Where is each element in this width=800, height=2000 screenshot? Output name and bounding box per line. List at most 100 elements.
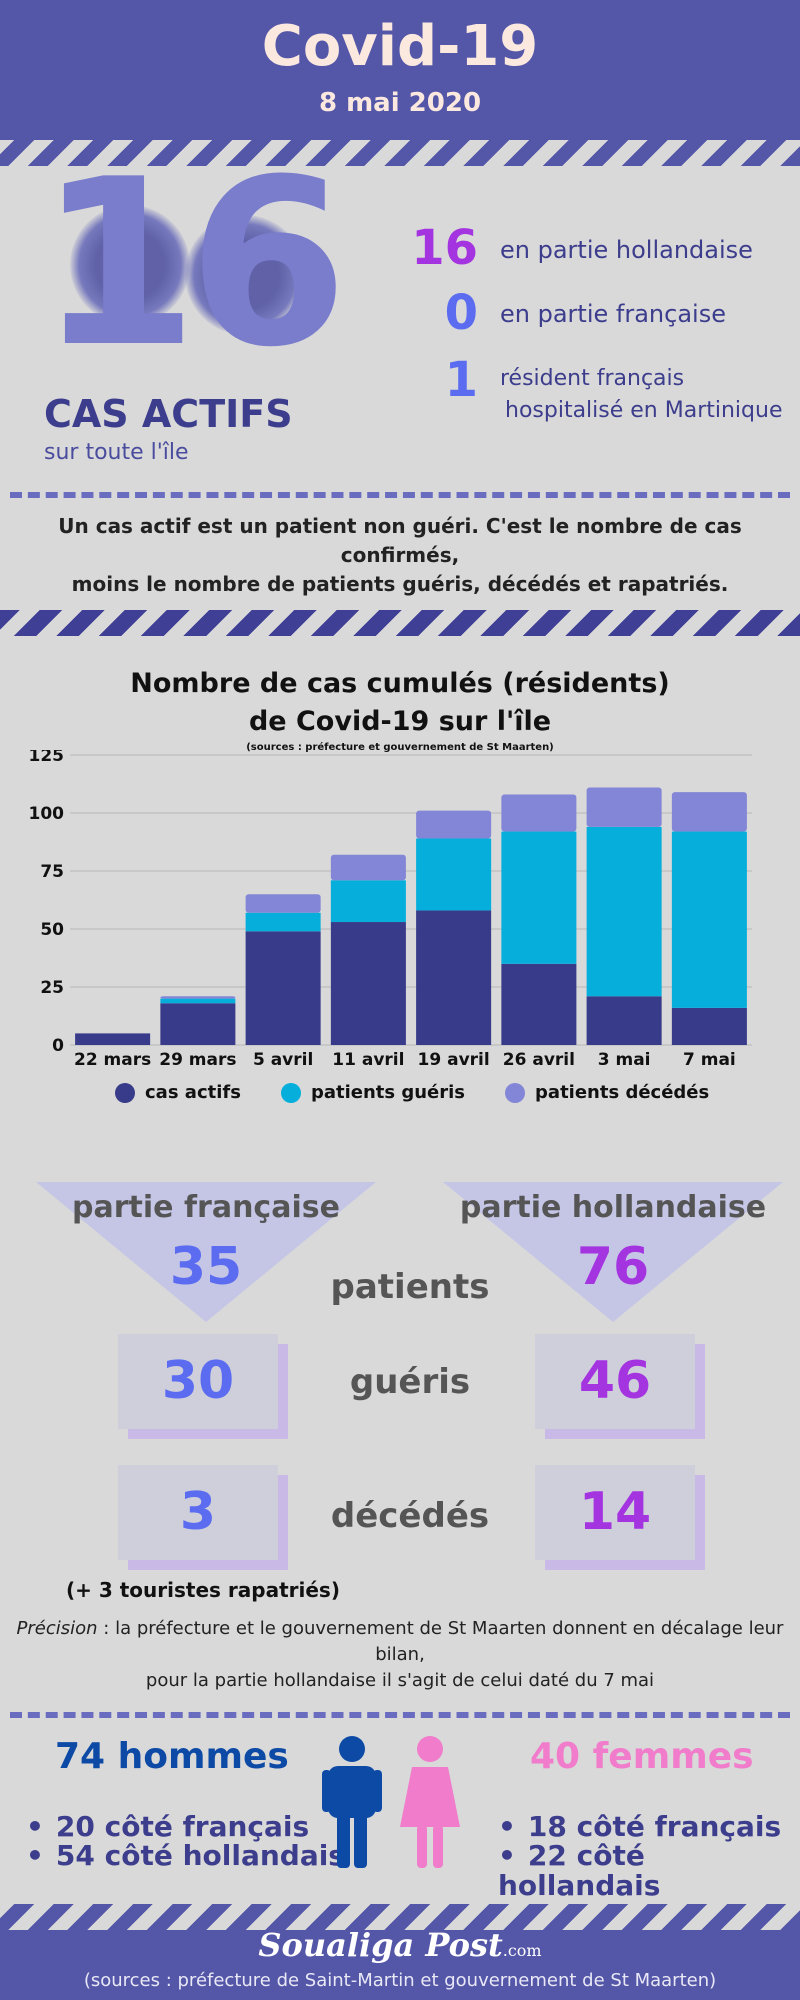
logo-suffix: .com	[502, 1941, 542, 1960]
woman-icon	[400, 1736, 460, 1868]
bar-segment	[330, 880, 406, 923]
precision-label: Précision	[16, 1618, 98, 1639]
bar-segment	[330, 922, 406, 1045]
bar-segment	[245, 912, 321, 932]
bar-segment	[416, 910, 492, 1045]
women-dutch-side: 22 côté hollandais	[498, 1841, 800, 1900]
legend-label: patients guéris	[310, 1082, 466, 1103]
stat-text-martinique-2: hospitalisé en Martinique	[505, 398, 783, 423]
legend-label: cas actifs	[145, 1082, 241, 1103]
triangle-shape	[443, 1182, 783, 1322]
dutch-patients-value: 76	[576, 1237, 650, 1297]
patients-label: patients	[330, 1267, 490, 1307]
dutch-recovered-value: 46	[535, 1334, 695, 1429]
men-breakdown: 20 côté français 54 côté hollandais	[26, 1812, 345, 1871]
stat-value-dutch: 16	[411, 220, 478, 276]
legend-item-active: cas actifs	[115, 1082, 241, 1103]
french-deceased-value: 3	[118, 1465, 278, 1560]
y-tick-label: 100	[29, 804, 65, 824]
legend-label: patients décédés	[535, 1082, 710, 1103]
deceased-label: décédés	[330, 1496, 490, 1536]
footer-banner	[0, 1930, 800, 2000]
x-tick-label: 26 avril	[503, 1050, 575, 1070]
logo-text: Soualiga Post	[258, 1926, 503, 1964]
legend-swatch	[115, 1082, 135, 1103]
women-breakdown: 18 côté français 22 côté hollandais	[498, 1812, 800, 1900]
stat-text-dutch: en partie hollandaise	[500, 236, 753, 264]
bar-segment	[75, 1033, 151, 1045]
x-tick-label: 22 mars	[74, 1050, 151, 1070]
men-total: 74 hommes	[55, 1736, 289, 1777]
french-patients-value: 35	[169, 1237, 243, 1297]
bar-segment	[501, 794, 577, 832]
triangle-shape	[36, 1182, 376, 1322]
stat-value-french: 0	[444, 285, 478, 341]
stat-text-french: en partie française	[500, 300, 726, 328]
women-french-side: 18 côté français	[498, 1812, 800, 1842]
chart-title-line-1: Nombre de cas cumulés (résidents)	[130, 668, 670, 699]
stripe-divider-bottom	[0, 1904, 800, 1930]
bar-segment	[416, 838, 492, 911]
french-recovered-value: 30	[118, 1334, 278, 1429]
french-side-header: partie française 35	[36, 1182, 376, 1322]
women-total: 40 femmes	[530, 1736, 754, 1777]
chart-title: Nombre de cas cumulés (résidents) de Cov…	[0, 665, 800, 741]
x-tick-label: 3 mai	[598, 1050, 651, 1070]
x-tick-label: 11 avril	[332, 1050, 404, 1070]
chart-title-line-2: de Covid-19 sur l'île	[248, 705, 552, 737]
stat-value-martinique: 1	[444, 352, 478, 408]
bar-segment	[586, 787, 662, 827]
x-tick-label: 5 avril	[253, 1050, 313, 1070]
stripe-divider	[0, 610, 800, 636]
soualiga-post-logo[interactable]: Soualiga Post.com	[0, 1926, 800, 1964]
recovered-label: guéris	[349, 1362, 471, 1402]
men-french-side: 20 côté français	[26, 1812, 345, 1842]
bar-segment	[586, 996, 662, 1045]
active-cases-big-number: 16	[38, 131, 348, 398]
chart-source: (sources : préfecture et gouvernement de…	[246, 742, 554, 753]
bar-segment	[160, 1003, 236, 1045]
page-title: Covid-19	[261, 14, 539, 79]
y-tick-label: 50	[40, 920, 64, 940]
stacked-bar-chart: 0 25 50 75 100 125 22 mars 29 mars 5 avril 11 avr…	[29, 750, 752, 1070]
man-icon	[322, 1736, 382, 1868]
definition-line-1: Un cas actif est un patient non guéri. C…	[58, 514, 742, 567]
virus-illustration	[70, 205, 190, 325]
header-banner	[0, 0, 800, 140]
dutch-side-label: partie hollandaise	[459, 1190, 767, 1225]
y-tick-label: 25	[40, 978, 64, 998]
bar-segment	[245, 931, 321, 1045]
definition-line-2: moins le nombre de patients guéris, décé…	[71, 572, 729, 596]
legend-item-deceased: patients décédés	[505, 1082, 709, 1103]
page-date: 8 mai 2020	[318, 88, 482, 118]
french-side-label: partie française	[72, 1190, 340, 1225]
dashed-divider	[10, 492, 790, 498]
legend-swatch	[505, 1082, 526, 1103]
bar-segment	[501, 831, 577, 964]
bar-segment	[671, 831, 747, 1008]
stat-text-martinique-1: résident français	[500, 366, 685, 391]
bar-segment	[160, 998, 236, 1004]
dutch-side-header: partie hollandaise 76	[443, 1182, 783, 1322]
bar-segment	[160, 996, 236, 999]
legend-swatch	[280, 1082, 301, 1103]
legend-item-recovered: patients guéris	[280, 1082, 466, 1103]
chart-legend: cas actifs patients guéris patients décé…	[115, 1082, 709, 1103]
y-tick-label: 125	[29, 750, 65, 766]
bar-segment	[416, 810, 492, 839]
dashed-divider	[10, 1712, 790, 1718]
bar-segment	[671, 792, 747, 832]
bar-segment	[671, 1007, 747, 1045]
stripe-divider-top	[0, 140, 800, 166]
y-tick-label: 75	[40, 862, 64, 882]
active-cases-label: CAS ACTIFS	[44, 392, 293, 436]
y-tick-label: 0	[52, 1036, 64, 1056]
precision-line-2: pour la partie hollandaise il s'agit de …	[145, 1670, 655, 1692]
active-cases-sublabel: sur toute l'île	[44, 440, 189, 465]
men-dutch-side: 54 côté hollandais	[26, 1841, 345, 1871]
footer-sources: (sources : préfecture de Saint-Martin et…	[83, 1970, 717, 1991]
x-tick-label: 19 avril	[418, 1050, 490, 1070]
precision-note: Précision : la préfecture et le gouverne…	[0, 1616, 800, 1694]
x-tick-label: 29 mars	[159, 1050, 236, 1070]
active-case-definition: Un cas actif est un patient non guéri. C…	[10, 512, 790, 599]
